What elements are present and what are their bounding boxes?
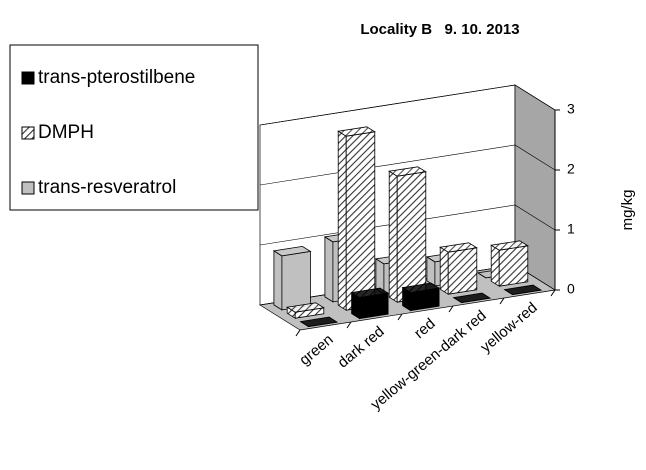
x-tick bbox=[346, 321, 352, 329]
bar-front bbox=[396, 171, 427, 303]
bar-top bbox=[286, 302, 325, 313]
legend-swatch bbox=[21, 126, 35, 140]
x-tick-label: dark red bbox=[335, 323, 388, 371]
x-tick-label: yellow-red bbox=[477, 299, 540, 356]
legend-label: trans-resveratrol bbox=[38, 177, 176, 198]
bar-side bbox=[439, 246, 449, 295]
x-tick bbox=[550, 289, 556, 297]
y-tick-label: 3 bbox=[567, 101, 575, 117]
x-tick bbox=[499, 297, 505, 305]
bar bbox=[272, 245, 312, 311]
legend-swatch bbox=[21, 181, 35, 195]
grid-line bbox=[259, 84, 556, 126]
x-tick-label: red bbox=[411, 315, 439, 342]
bar-top bbox=[439, 242, 478, 253]
bar bbox=[490, 240, 529, 287]
bar-top bbox=[272, 245, 312, 257]
bar-front bbox=[345, 131, 376, 311]
bar bbox=[503, 284, 543, 296]
bar bbox=[299, 316, 339, 328]
bar-top bbox=[388, 166, 427, 177]
bar-top bbox=[490, 240, 529, 251]
y-tick-label: 2 bbox=[567, 161, 575, 177]
bar-side bbox=[273, 250, 283, 311]
bar-side bbox=[324, 236, 334, 303]
bar-top bbox=[337, 126, 376, 137]
legend-swatch bbox=[21, 71, 35, 85]
bar bbox=[452, 292, 492, 304]
chart-title: Locality B 9. 10. 2013 bbox=[360, 21, 519, 38]
y-axis-label: mg/kg bbox=[619, 190, 636, 231]
y-tick-label: 0 bbox=[567, 281, 575, 297]
bar-top bbox=[503, 284, 543, 296]
bar-front bbox=[498, 245, 529, 287]
bar-front bbox=[447, 247, 478, 295]
bar-top bbox=[401, 282, 441, 294]
bar bbox=[337, 126, 376, 311]
bar bbox=[286, 302, 325, 319]
x-tick-label: green bbox=[296, 331, 336, 369]
bar-top bbox=[299, 316, 339, 328]
bar bbox=[388, 166, 427, 303]
bar bbox=[401, 282, 441, 312]
bar-side bbox=[490, 244, 500, 287]
legend-label: trans-pterostilbene bbox=[38, 67, 195, 88]
bar-front bbox=[281, 250, 311, 311]
bar bbox=[439, 242, 478, 295]
x-tick bbox=[397, 313, 403, 321]
legend-label: DMPH bbox=[38, 122, 94, 143]
bar-side bbox=[388, 170, 398, 303]
bar-top bbox=[452, 292, 492, 304]
bar bbox=[350, 287, 390, 320]
bar-top bbox=[350, 287, 390, 299]
x-tick bbox=[295, 329, 301, 337]
legend-box bbox=[9, 44, 259, 211]
bar-side bbox=[337, 130, 347, 311]
y-tick-label: 1 bbox=[567, 221, 575, 237]
x-tick bbox=[448, 305, 454, 313]
